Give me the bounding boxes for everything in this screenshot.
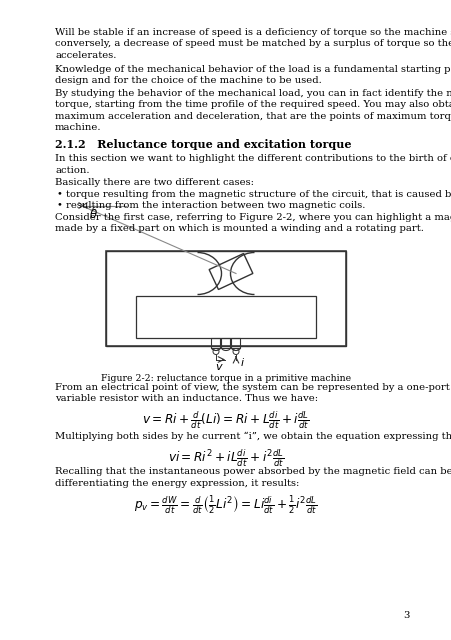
Bar xyxy=(231,337,240,348)
Text: variable resistor with an inductance. Thus we have:: variable resistor with an inductance. Th… xyxy=(55,394,318,403)
Bar xyxy=(136,296,315,337)
Text: $p_v = \frac{dW}{dt} = \frac{d}{dt}\left(\frac{1}{2}Li^2\right) = Li\frac{di}{dt: $p_v = \frac{dW}{dt} = \frac{d}{dt}\left… xyxy=(134,494,317,516)
Text: maximum acceleration and deceleration, that are the points of maximum torque for: maximum acceleration and deceleration, t… xyxy=(55,111,451,120)
Text: • resulting from the interaction between two magnetic coils.: • resulting from the interaction between… xyxy=(57,201,364,210)
Text: conversely, a decrease of speed must be matched by a surplus of torque so the ma: conversely, a decrease of speed must be … xyxy=(55,40,451,49)
Text: 2.1.2   Reluctance torque and excitation torque: 2.1.2 Reluctance torque and excitation t… xyxy=(55,138,351,150)
Text: From an electrical point of view, the system can be represented by a one-port as: From an electrical point of view, the sy… xyxy=(55,383,451,392)
Text: accelerates.: accelerates. xyxy=(55,51,116,60)
Text: In this section we want to highlight the different contributions to the birth of: In this section we want to highlight the… xyxy=(55,154,451,163)
Text: $\theta$: $\theta$ xyxy=(89,207,98,221)
Text: differentiating the energy expression, it results:: differentiating the energy expression, i… xyxy=(55,479,299,488)
Text: Multiplying both sides by he current “i”, we obtain the equation expressing the : Multiplying both sides by he current “i”… xyxy=(55,431,451,441)
Text: $vi = Ri^2 + iL\frac{di}{dt} + i^2\frac{dL}{dt}$: $vi = Ri^2 + iL\frac{di}{dt} + i^2\frac{… xyxy=(167,447,284,468)
Text: Will be stable if an increase of speed is a deficiency of torque so the machine : Will be stable if an increase of speed i… xyxy=(55,28,451,37)
Text: made by a fixed part on which is mounted a winding and a rotating part.: made by a fixed part on which is mounted… xyxy=(55,224,423,233)
Bar xyxy=(106,250,345,346)
Text: • torque resulting from the magnetic structure of the circuit, that is caused by: • torque resulting from the magnetic str… xyxy=(57,189,451,198)
Text: $i$: $i$ xyxy=(239,355,244,367)
Bar xyxy=(211,337,220,348)
Text: torque, starting from the time profile of the required speed. You may also obtai: torque, starting from the time profile o… xyxy=(55,100,451,109)
Text: Basically there are two different cases:: Basically there are two different cases: xyxy=(55,178,253,187)
Text: Knowledge of the mechanical behavior of the load is a fundamental starting point: Knowledge of the mechanical behavior of … xyxy=(55,65,451,74)
Text: machine.: machine. xyxy=(55,123,101,132)
Text: Recalling that the instantaneous power absorbed by the magnetic field can be obt: Recalling that the instantaneous power a… xyxy=(55,467,451,476)
Text: Consider the first case, referring to Figure 2-2, where you can highlight a magn: Consider the first case, referring to Fi… xyxy=(55,212,451,221)
Text: $v$: $v$ xyxy=(215,362,223,372)
Text: $v = Ri + \frac{d}{dt}(Li) = Ri + L\frac{di}{dt} + i\frac{dL}{dt}$: $v = Ri + \frac{d}{dt}(Li) = Ri + L\frac… xyxy=(142,410,309,431)
Text: By studying the behavior of the mechanical load, you can in fact identify the ne: By studying the behavior of the mechanic… xyxy=(55,88,451,97)
Text: design and for the choice of the machine to be used.: design and for the choice of the machine… xyxy=(55,76,321,85)
Text: action.: action. xyxy=(55,166,89,175)
Bar xyxy=(221,337,230,348)
Text: 3: 3 xyxy=(403,611,409,620)
Bar xyxy=(106,250,345,346)
Text: Figure 2-2: reluctance torque in a primitive machine: Figure 2-2: reluctance torque in a primi… xyxy=(101,374,350,383)
